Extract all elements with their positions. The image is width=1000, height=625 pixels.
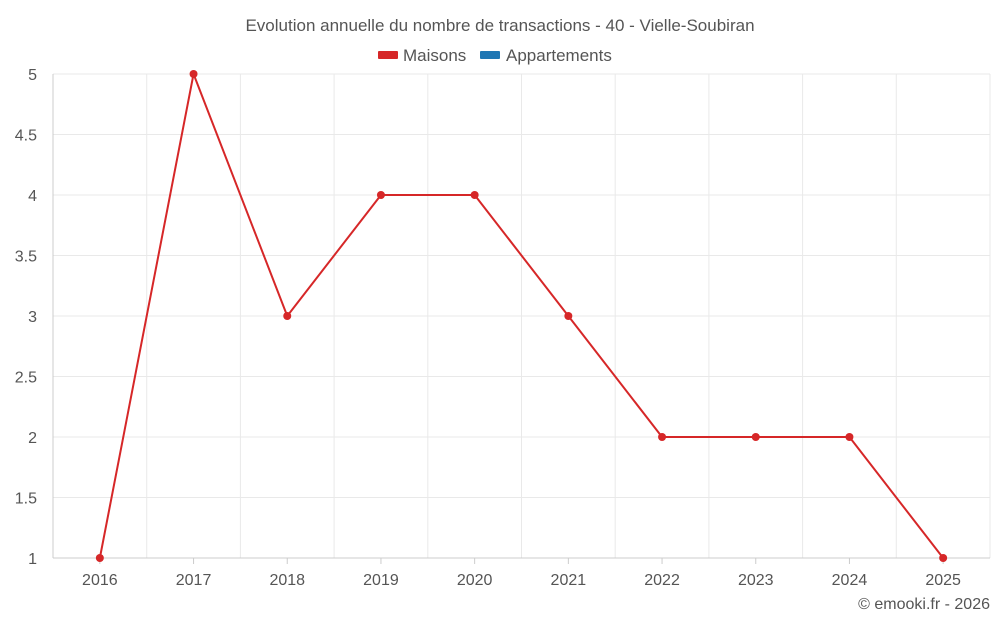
gridlines xyxy=(53,73,991,558)
y-tick-label: 1.5 xyxy=(15,491,37,508)
x-tick-label: 2016 xyxy=(82,572,118,589)
x-tick-label: 2018 xyxy=(269,572,305,589)
x-tick-label: 2017 xyxy=(176,572,212,589)
series-maisons xyxy=(95,70,948,562)
y-axis-ticks: 1 1.5 2 2.5 3 3.5 4 4.5 5 xyxy=(15,67,37,568)
data-point xyxy=(658,433,667,441)
x-tick-label: 2019 xyxy=(363,572,399,589)
series-line-maisons xyxy=(98,73,944,559)
y-tick-label: 4 xyxy=(28,188,37,205)
y-tick-label: 2.5 xyxy=(15,370,37,387)
data-point xyxy=(751,433,760,441)
data-point xyxy=(845,433,854,441)
data-point xyxy=(189,70,198,78)
data-point xyxy=(376,191,385,199)
legend-label-appartements: Appartements xyxy=(506,46,612,65)
y-tick-label: 4.5 xyxy=(15,128,37,145)
legend-swatch-appartements xyxy=(480,51,500,59)
x-tick-label: 2021 xyxy=(551,572,587,589)
data-point xyxy=(939,554,948,562)
x-tick-label: 2022 xyxy=(644,572,680,589)
data-point xyxy=(283,312,292,320)
y-tick-label: 3 xyxy=(28,309,37,326)
x-tick-label: 2020 xyxy=(457,572,493,589)
legend: Maisons Appartements xyxy=(378,46,612,65)
axes xyxy=(52,74,990,564)
copyright-text: © emooki.fr - 2026 xyxy=(858,596,990,613)
y-tick-label: 5 xyxy=(28,67,37,84)
x-tick-label: 2024 xyxy=(832,572,868,589)
legend-label-maisons: Maisons xyxy=(403,46,466,65)
y-tick-label: 3.5 xyxy=(15,249,37,266)
data-point xyxy=(564,312,573,320)
data-point xyxy=(470,191,479,199)
x-axis-ticks: 2016 2017 2018 2019 2020 2021 2022 2023 2024 2025 xyxy=(82,572,961,589)
x-tick-label: 2025 xyxy=(925,572,961,589)
legend-item-appartements[interactable]: Appartements xyxy=(480,46,612,65)
x-tick-label: 2023 xyxy=(738,572,774,589)
y-tick-label: 1 xyxy=(28,551,37,568)
legend-item-maisons[interactable]: Maisons xyxy=(378,46,466,65)
legend-swatch-maisons xyxy=(378,51,398,59)
y-tick-label: 2 xyxy=(28,430,37,447)
data-point xyxy=(95,554,104,562)
chart-title: Evolution annuelle du nombre de transact… xyxy=(245,16,754,35)
